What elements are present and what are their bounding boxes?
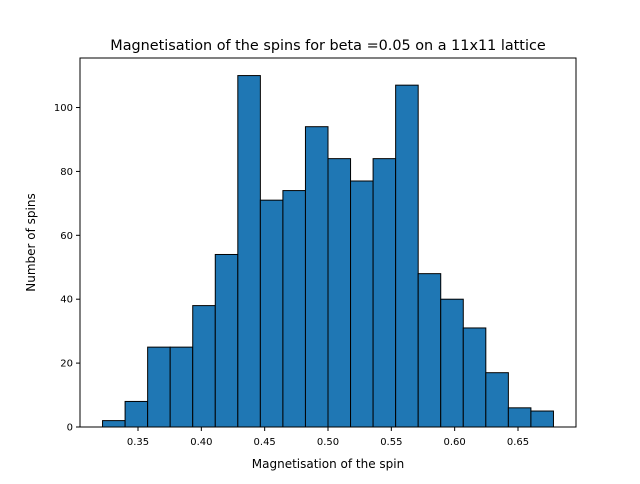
histogram-bar — [237, 75, 261, 428]
histogram-bar — [147, 346, 171, 428]
x-tick-label: 0.40 — [190, 437, 212, 448]
x-tick-label: 0.35 — [127, 437, 149, 448]
y-tick-label: 100 — [54, 103, 73, 114]
histogram-bar — [462, 327, 487, 428]
y-tick-label: 0 — [67, 423, 73, 434]
x-tick-label: 0.65 — [507, 437, 529, 448]
histogram-bar — [417, 273, 442, 428]
x-axis-label: Magnetisation of the spin — [252, 457, 404, 471]
y-tick-label: 40 — [60, 295, 73, 306]
histogram-bar — [440, 298, 464, 428]
histogram-bar — [304, 126, 329, 428]
histogram-bar — [395, 84, 419, 428]
histogram-bar — [124, 400, 149, 428]
y-axis-label: Number of spins — [24, 193, 38, 291]
y-tick-label: 60 — [60, 231, 73, 242]
chart-title: Magnetisation of the spins for beta =0.0… — [110, 38, 546, 54]
histogram-bar — [192, 305, 216, 428]
x-tick-label: 0.45 — [254, 437, 276, 448]
x-axis: 0.35 0.40 0.45 0.50 0.55 0.60 0.65 — [127, 427, 529, 448]
histogram-bar — [530, 410, 554, 428]
y-tick-label: 80 — [60, 167, 73, 178]
bars-group — [102, 75, 554, 428]
histogram-bar — [214, 253, 239, 428]
histogram-bar — [169, 346, 194, 428]
histogram-bar — [507, 407, 532, 428]
histogram-bar — [102, 420, 126, 428]
histogram-bar — [282, 190, 306, 428]
y-axis: 0 20 40 60 80 100 — [54, 103, 80, 434]
x-tick-label: 0.55 — [380, 437, 402, 448]
histogram-bar — [327, 158, 352, 428]
histogram-bar — [350, 180, 374, 428]
x-tick-label: 0.50 — [317, 437, 339, 448]
y-tick-label: 20 — [60, 359, 73, 370]
histogram-bar — [485, 372, 509, 428]
histogram-bar — [372, 158, 397, 428]
histogram-bar — [259, 199, 284, 428]
x-tick-label: 0.60 — [444, 437, 466, 448]
plot-frame — [79, 57, 577, 428]
